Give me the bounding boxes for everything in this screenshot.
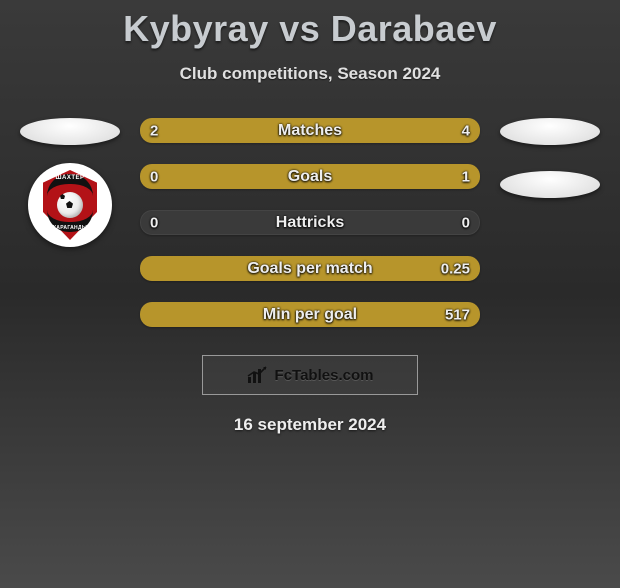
team-b-chip-2 — [500, 171, 600, 198]
bar-left-fill — [140, 118, 253, 143]
badge-top-text: ШАХТЕР — [40, 175, 100, 181]
date-label: 16 september 2024 — [0, 415, 620, 435]
bar-right-fill — [253, 118, 480, 143]
bar-right-fill — [140, 256, 480, 281]
bar-right-fill — [140, 164, 480, 189]
bar-chart-icon — [247, 366, 269, 384]
stat-row: 01Goals — [140, 164, 480, 189]
page-subtitle: Club competitions, Season 2024 — [0, 64, 620, 84]
right-side — [500, 118, 600, 327]
stat-bars: 24Matches 01Goals 0 0 Hattricks 0.25Goals per… — [140, 118, 480, 327]
brand-text: FcTables.com — [275, 367, 374, 384]
stat-label: Hattricks — [276, 214, 344, 232]
stat-value-right: 0 — [462, 214, 470, 231]
left-side: ШАХТЕР КАРАГАНДЫ — [20, 118, 120, 327]
soccer-ball-icon — [57, 192, 83, 218]
stat-value-left: 0 — [150, 214, 158, 231]
stat-row: 24Matches — [140, 118, 480, 143]
shield-icon: ШАХТЕР КАРАГАНДЫ — [40, 170, 100, 240]
team-a-logo: ШАХТЕР КАРАГАНДЫ — [28, 163, 112, 247]
stat-row: 517Min per goal — [140, 302, 480, 327]
comparison-panel: ШАХТЕР КАРАГАНДЫ 24Matches 01Goals 0 0 Hattr… — [0, 118, 620, 327]
stat-row: 0 0 Hattricks — [140, 210, 480, 235]
bar-right-fill — [140, 302, 480, 327]
team-b-chip-1 — [500, 118, 600, 145]
badge-bottom-text: КАРАГАНДЫ — [40, 225, 100, 231]
brand-footer: FcTables.com — [202, 355, 418, 395]
team-a-chip — [20, 118, 120, 145]
stat-row: 0.25Goals per match — [140, 256, 480, 281]
page-title: Kybyray vs Darabaev — [0, 8, 620, 50]
